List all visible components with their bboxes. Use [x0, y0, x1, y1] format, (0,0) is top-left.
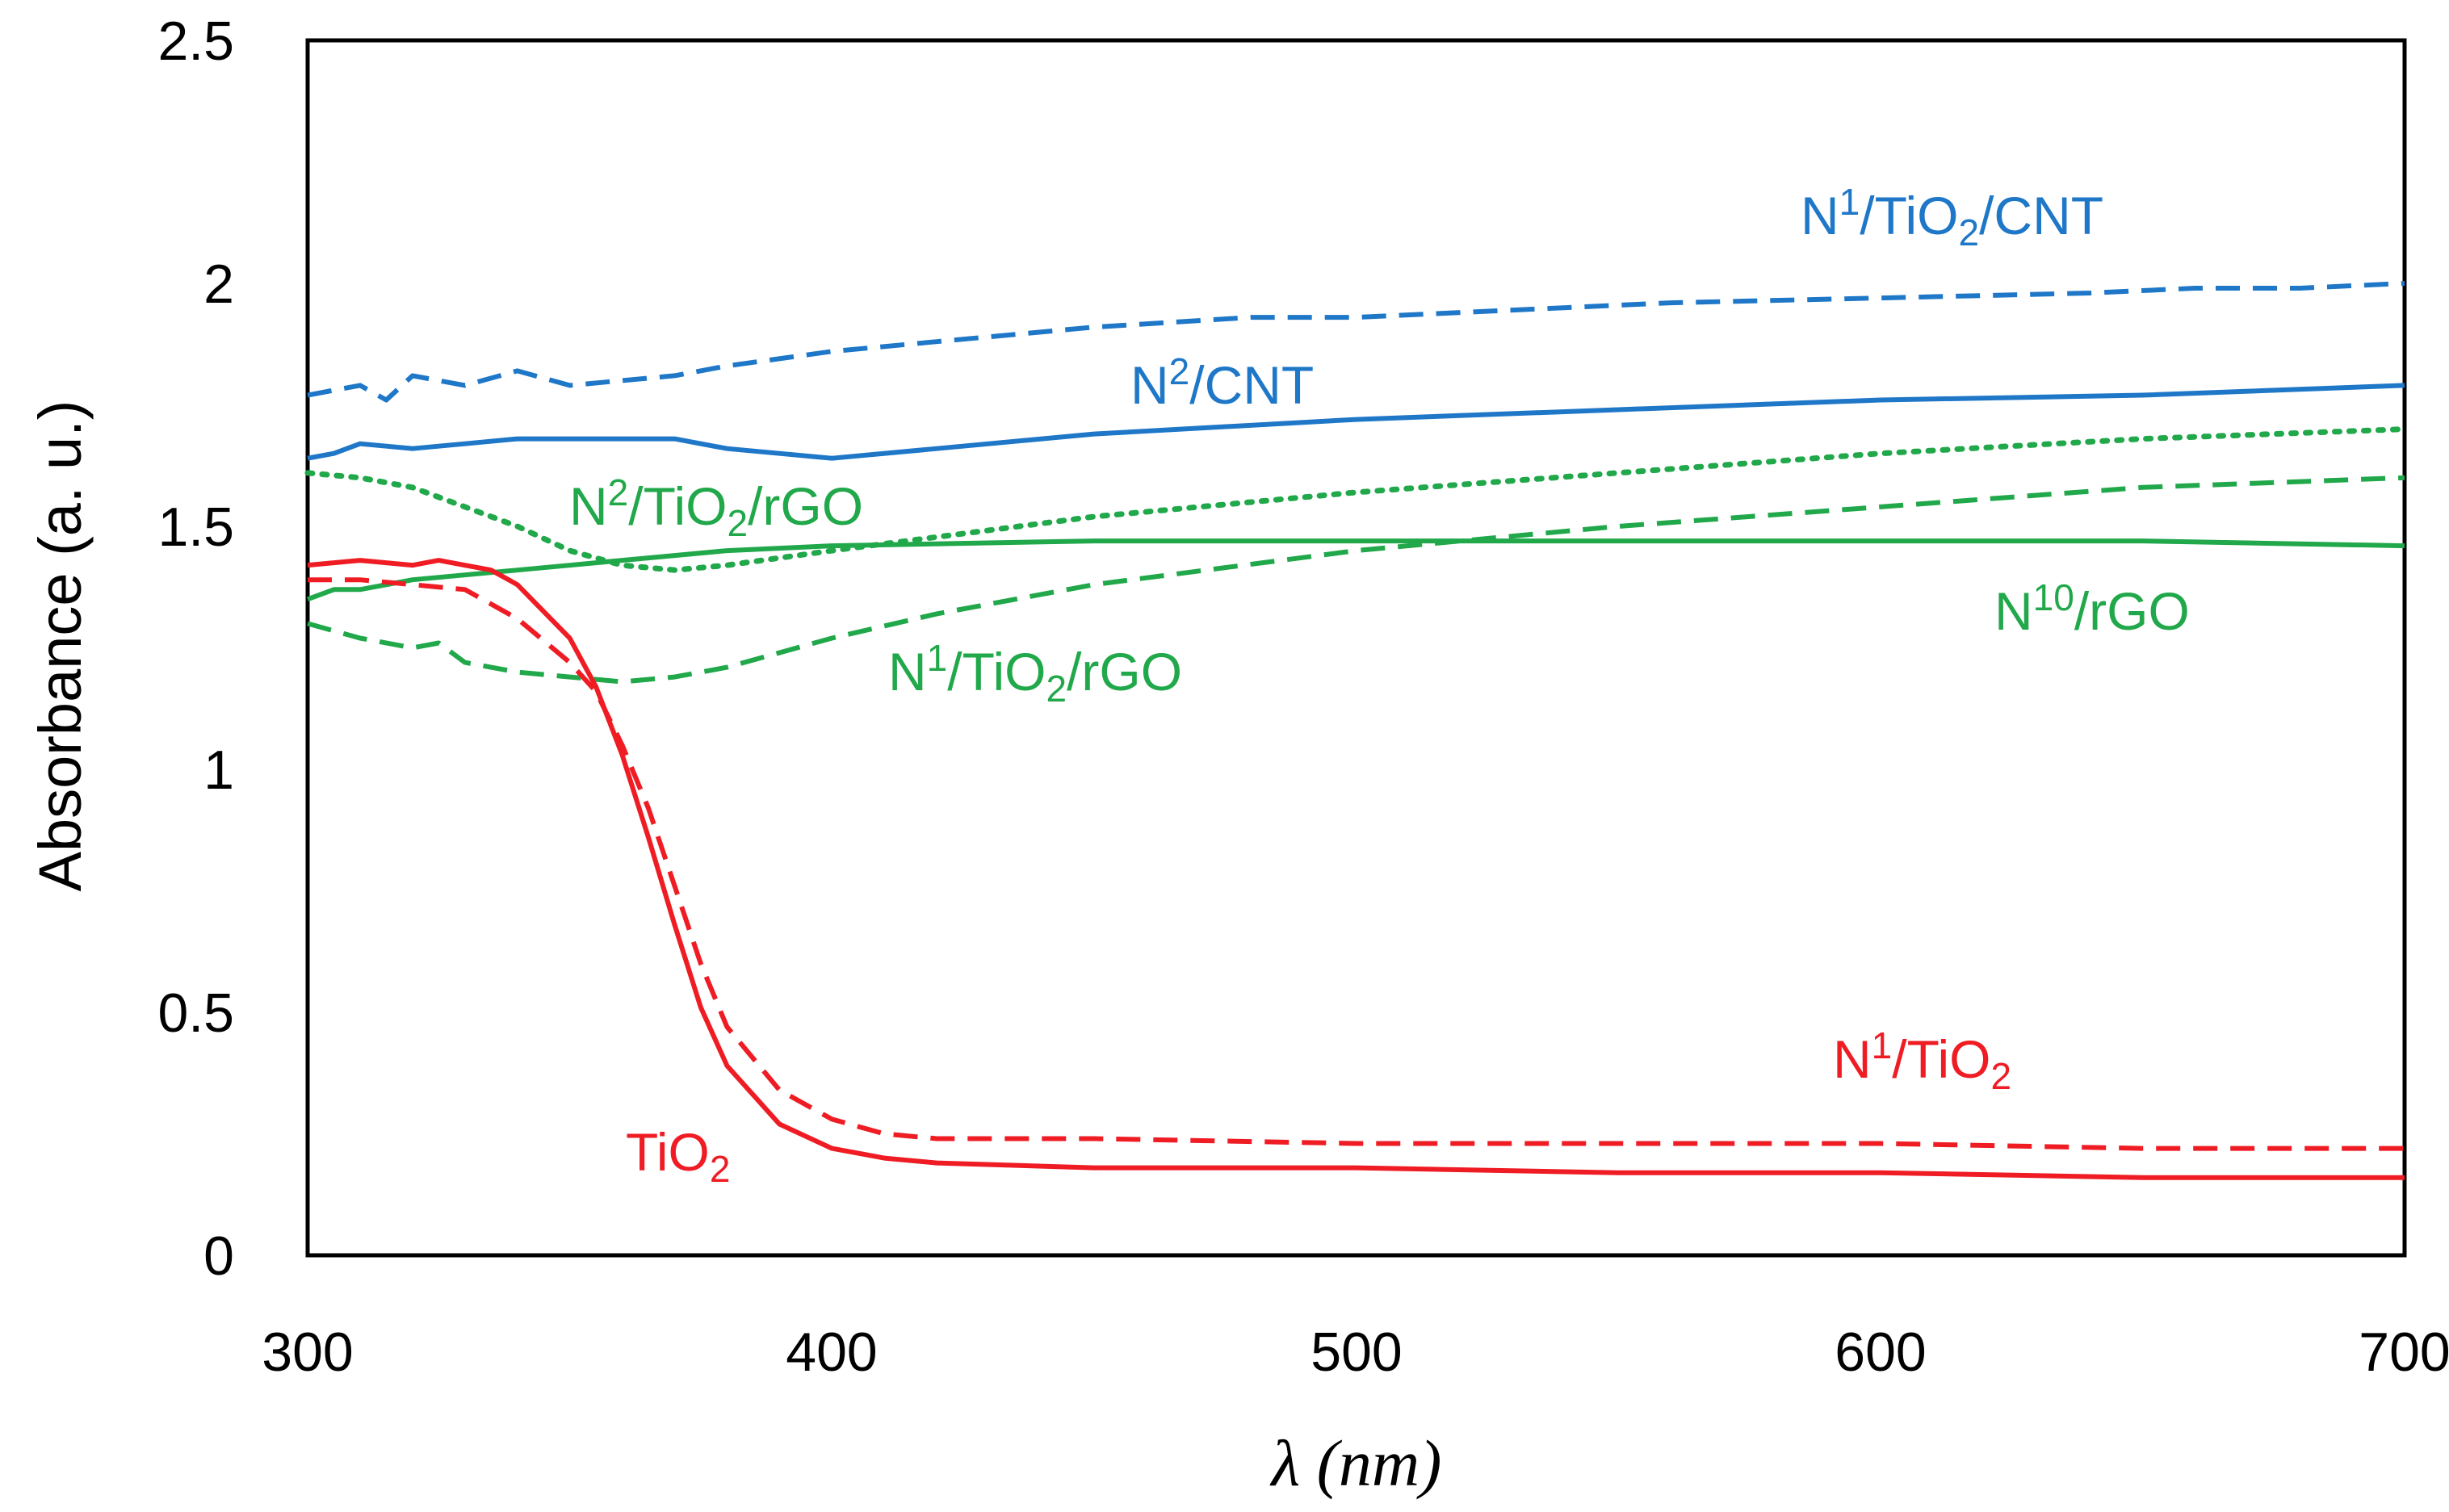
x-tick-label: 400 — [786, 1321, 877, 1383]
series-label: N1/TiO2/rGO — [888, 637, 1182, 710]
y-tick-label: 1 — [203, 739, 234, 801]
plot-frame — [305, 38, 2407, 1258]
x-tick-label: 600 — [1835, 1321, 1926, 1383]
y-tick-label: 2 — [203, 253, 234, 315]
series-label: N2/CNT — [1130, 350, 1314, 415]
series-label: TiO2 — [626, 1122, 730, 1190]
series-line — [304, 426, 2408, 573]
series-lines — [304, 281, 2408, 1180]
series-label: N2/TiO2/rGO — [569, 471, 863, 544]
series-label: N1/TiO2 — [1833, 1024, 2011, 1097]
y-tick-labels: 0 0.5 1 1.5 2 2.5 — [157, 10, 234, 1287]
series-labels: N1/TiO2/CNT N2/CNT N2/TiO2/rGO N1/TiO2/rGO N… — [569, 181, 2190, 1190]
x-axis-title: λ (nm) — [1270, 1426, 1442, 1500]
x-tick-label: 500 — [1310, 1321, 1402, 1383]
y-tick-label: 0.5 — [157, 982, 234, 1044]
x-tick-labels: 300 400 500 600 700 — [262, 1321, 2449, 1383]
y-tick-label: 0 — [203, 1225, 234, 1287]
series-line — [307, 558, 2405, 1180]
series-line — [308, 577, 2405, 1151]
series-line — [307, 281, 2405, 403]
series-line — [307, 475, 2405, 685]
series-line — [307, 383, 2405, 461]
x-tick-label: 300 — [262, 1321, 353, 1383]
x-tick-label: 700 — [2359, 1321, 2449, 1383]
series-label: N1/TiO2/CNT — [1801, 181, 2103, 253]
y-axis-title: Absorbance (a. u.) — [27, 400, 94, 892]
series-label: N10/rGO — [1994, 576, 2190, 641]
y-tick-label: 2.5 — [157, 10, 234, 72]
y-tick-label: 1.5 — [157, 496, 234, 558]
